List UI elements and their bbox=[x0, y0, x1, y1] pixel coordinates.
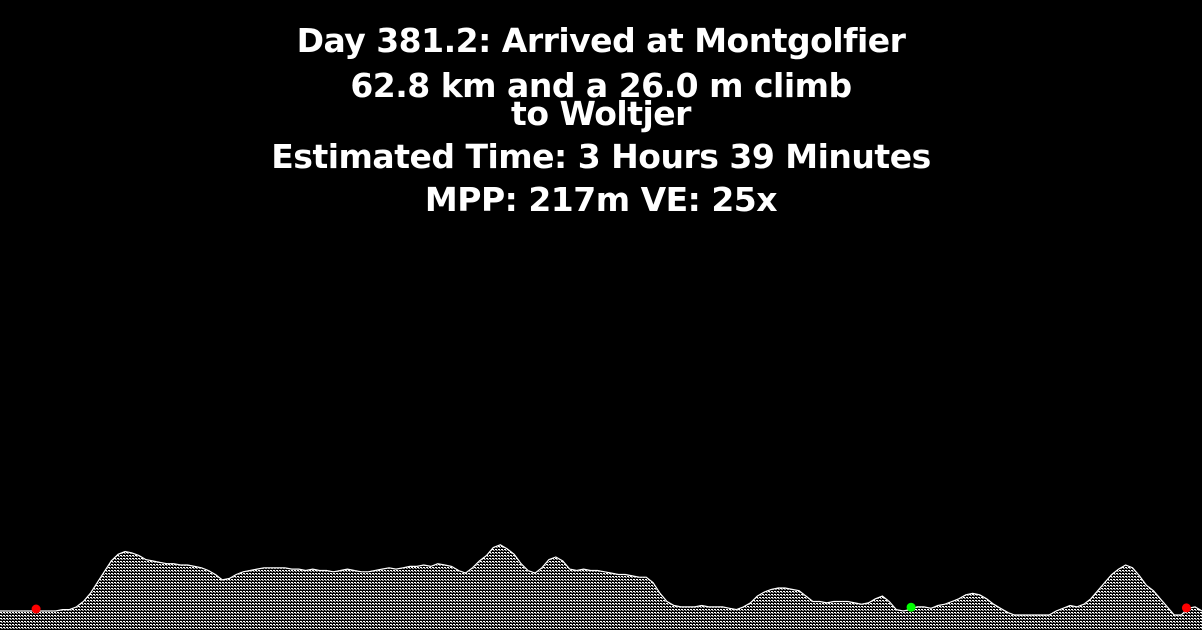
distance-climb-text: 62.8 km and a 26.0 m climb bbox=[350, 66, 852, 105]
estimated-time-text: Estimated Time: 3 Hours 39 Minutes bbox=[271, 137, 931, 176]
end-marker bbox=[1181, 603, 1191, 613]
terrain-outline bbox=[0, 544, 1202, 616]
current-marker bbox=[906, 602, 916, 612]
arrival-status-text: Day 381.2: Arrived at Montgolfier bbox=[296, 21, 906, 60]
destination-text: to Woltjer bbox=[511, 94, 691, 133]
terrain-area bbox=[0, 544, 1202, 630]
start-marker bbox=[31, 604, 41, 614]
route-markers bbox=[31, 602, 1191, 614]
trip-status-header: Day 381.2: Arrived at Montgolfier 62.8 k… bbox=[0, 22, 1202, 218]
scale-text: MPP: 217m VE: 25x bbox=[424, 180, 778, 219]
